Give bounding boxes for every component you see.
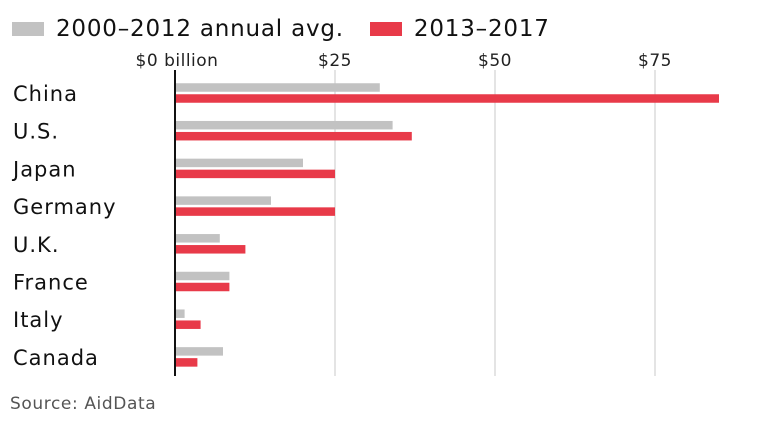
bar-2 [175, 131, 412, 141]
category-label: U.K. [13, 233, 60, 257]
category-label: Japan [11, 157, 77, 181]
source-note: Source: AidData [10, 394, 157, 414]
legend-label-series-2: 2013–2017 [413, 16, 550, 42]
bar-1 [175, 309, 185, 318]
bar-2 [175, 207, 335, 216]
x-tick-label-2: $50 [478, 51, 512, 71]
bar-2 [175, 169, 335, 179]
x-tick-label-1: $25 [318, 51, 352, 71]
bar-1 [175, 347, 223, 356]
bar-2 [175, 358, 198, 367]
legend-item-series-2: 2013–2017 [369, 16, 550, 42]
legend-swatch-series-1 [12, 22, 44, 36]
chart-legend: 2000–2012 annual avg. 2013–2017 [12, 14, 576, 44]
legend-item-series-1: 2000–2012 annual avg. [12, 16, 344, 42]
bar-2 [175, 282, 230, 292]
legend-label-series-1: 2000–2012 annual avg. [56, 16, 344, 42]
bar-2 [175, 94, 719, 103]
x-tick-label-0: $0 billion [136, 51, 219, 71]
bar-2 [175, 320, 201, 329]
bar-1 [175, 234, 220, 243]
category-label: China [13, 82, 78, 106]
category-label: Germany [13, 195, 117, 219]
category-label: France [13, 271, 89, 295]
bar-1 [175, 83, 380, 92]
legend-swatch-series-2 [369, 22, 402, 36]
bar-1 [175, 271, 230, 281]
bar-1 [175, 120, 393, 130]
x-tick-label-3: $75 [638, 51, 672, 71]
bar-2 [175, 245, 246, 254]
category-label: Italy [13, 308, 64, 332]
category-label: Canada [13, 346, 99, 370]
bar-1 [175, 158, 303, 168]
category-label: U.S. [13, 120, 59, 144]
bar-1 [175, 196, 271, 205]
